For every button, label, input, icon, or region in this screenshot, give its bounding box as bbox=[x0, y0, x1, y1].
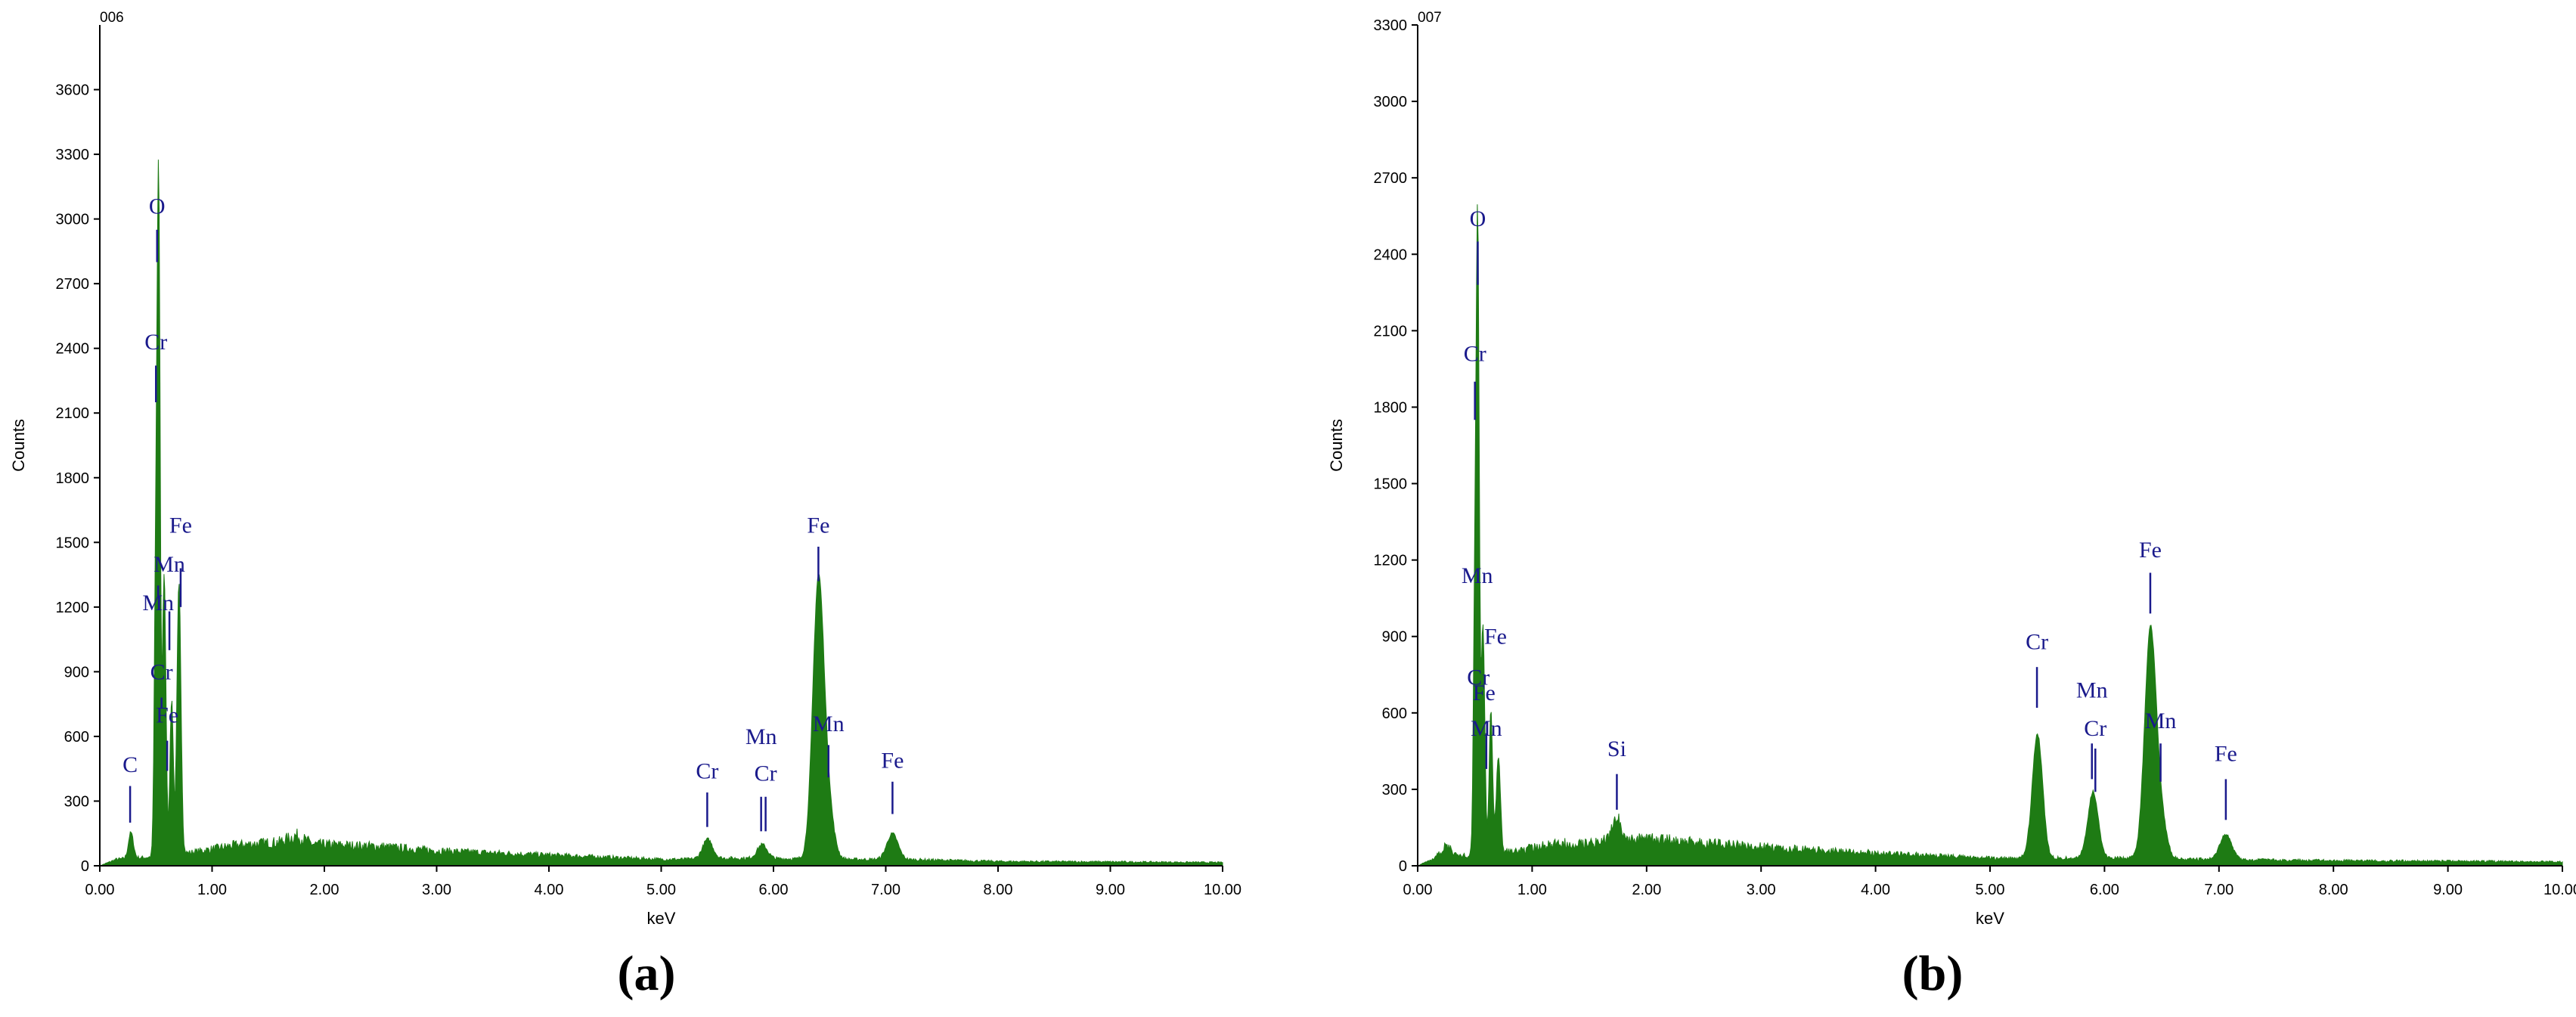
x-tick-label: 6.00 bbox=[2090, 882, 2119, 898]
peak-label: Fe bbox=[2215, 742, 2237, 767]
peak-label: Cr bbox=[696, 759, 718, 784]
x-tick-label: 7.00 bbox=[2204, 882, 2233, 898]
y-tick-label: 1800 bbox=[56, 470, 90, 487]
x-tick-label: 1.00 bbox=[1517, 882, 1547, 898]
panel-label-a: (a) bbox=[617, 946, 676, 1001]
peak-label: Cr bbox=[2084, 716, 2106, 741]
y-tick-label: 900 bbox=[64, 664, 89, 681]
peak-label: Si bbox=[1607, 736, 1626, 761]
y-tick-label: 2100 bbox=[1374, 323, 1408, 340]
x-tick-label: 3.00 bbox=[1747, 882, 1776, 898]
peak-label: Mn bbox=[1471, 716, 1502, 741]
peak-label: Fe bbox=[1484, 625, 1507, 650]
peak-label: Cr bbox=[150, 659, 173, 684]
x-tick-label: 5.00 bbox=[646, 882, 676, 898]
x-tick-label: 2.00 bbox=[310, 882, 339, 898]
spectrum-area bbox=[99, 160, 1223, 867]
peak-label: Mn bbox=[153, 552, 185, 577]
peak-label: Mn bbox=[142, 591, 174, 615]
spectrum-area bbox=[1417, 204, 2563, 867]
x-tick-label: 6.00 bbox=[759, 882, 789, 898]
y-tick-label: 300 bbox=[64, 793, 89, 810]
y-tick-label: 3300 bbox=[1374, 17, 1408, 34]
x-tick-label: 5.00 bbox=[1976, 882, 2005, 898]
peak-label: Fe bbox=[807, 513, 829, 538]
peak-label: O bbox=[149, 194, 166, 219]
peak-label: Cr bbox=[755, 761, 777, 786]
y-tick-label: 300 bbox=[1382, 782, 1407, 798]
peak-label: Fe bbox=[881, 748, 904, 773]
y-tick-label: 600 bbox=[64, 729, 89, 746]
x-axis-title: keV bbox=[1976, 909, 2004, 928]
x-axis-title: keV bbox=[647, 909, 676, 928]
spectrum-panel-b: 0 300 600 900 1200 1500 1800 2100 2400 2700 3000 33… bbox=[1288, 0, 2576, 1017]
peak-label: Cr bbox=[1467, 665, 1489, 690]
peak-label: Fe bbox=[156, 702, 178, 727]
x-tick-label: 8.00 bbox=[984, 882, 1013, 898]
peak-label: Fe bbox=[1473, 681, 1496, 705]
x-tick-label: 9.00 bbox=[1096, 882, 1125, 898]
y-tick-label: 900 bbox=[1382, 629, 1407, 646]
y-tick-label: 3600 bbox=[56, 82, 90, 99]
y-tick-label: 2700 bbox=[1374, 170, 1408, 187]
y-tick-label: 0 bbox=[81, 858, 89, 875]
x-tick-label: 4.00 bbox=[1861, 882, 1890, 898]
y-tick-label: 3000 bbox=[1374, 94, 1408, 110]
y-tick-label: 1200 bbox=[1374, 553, 1408, 569]
y-tick-label: 2400 bbox=[1374, 246, 1408, 263]
y-tick-label: 1500 bbox=[1374, 476, 1408, 493]
x-tick-label: 8.00 bbox=[2319, 882, 2348, 898]
peak-label: Cr bbox=[2026, 629, 2048, 654]
y-tick-label: 0 bbox=[1399, 858, 1407, 875]
y-tick-label: 1500 bbox=[56, 535, 90, 551]
x-tick-label: 7.00 bbox=[871, 882, 901, 898]
peak-label: C bbox=[122, 752, 138, 777]
peak-label: Fe bbox=[169, 513, 192, 538]
y-tick-label: 2700 bbox=[56, 276, 90, 293]
spectrum-chart-a: 0 300 600 900 1200 1500 1800 2100 2400 2700 3000 33… bbox=[9, 10, 1242, 928]
peak-label: O bbox=[1470, 206, 1486, 231]
y-tick-label: 3000 bbox=[56, 212, 90, 228]
y-tick-label: 1800 bbox=[1374, 399, 1408, 416]
peak-label: Mn bbox=[746, 724, 777, 749]
peak-label: Cr bbox=[1464, 342, 1486, 367]
y-tick-label: 2100 bbox=[56, 405, 90, 422]
peak-label: Mn bbox=[813, 712, 845, 736]
x-tick-label: 1.00 bbox=[197, 882, 227, 898]
peak-label: Mn bbox=[1462, 563, 1493, 588]
y-axis-title: Counts bbox=[9, 419, 28, 472]
x-tick-label: 3.00 bbox=[422, 882, 451, 898]
spectrum-id: 007 bbox=[1418, 10, 1442, 26]
x-tick-label: 9.00 bbox=[2433, 882, 2463, 898]
x-tick-label: 4.00 bbox=[535, 882, 564, 898]
y-tick-label: 1200 bbox=[56, 600, 90, 616]
peak-label: Mn bbox=[2145, 708, 2177, 733]
y-tick-label: 600 bbox=[1382, 705, 1407, 722]
peak-label: Mn bbox=[2076, 677, 2108, 702]
x-tick-label: 10.00 bbox=[1204, 882, 1242, 898]
x-tick-label: 2.00 bbox=[1632, 882, 1661, 898]
spectrum-id: 006 bbox=[100, 10, 124, 26]
y-tick-label: 2400 bbox=[56, 341, 90, 358]
peak-label: Fe bbox=[2139, 538, 2162, 563]
x-tick-label: 0.00 bbox=[1403, 882, 1433, 898]
spectrum-chart-b: 0 300 600 900 1200 1500 1800 2100 2400 2700 3000 33… bbox=[1327, 10, 2576, 928]
y-tick-label: 3300 bbox=[56, 147, 90, 163]
x-tick-label: 10.00 bbox=[2543, 882, 2576, 898]
panel-label-b: (b) bbox=[1902, 946, 1964, 1001]
peak-label: Cr bbox=[144, 330, 167, 355]
y-axis-title: Counts bbox=[1327, 419, 1346, 472]
spectrum-panel-a: 0 300 600 900 1200 1500 1800 2100 2400 2700 3000 33… bbox=[9, 10, 1242, 1001]
x-tick-label: 0.00 bbox=[85, 882, 115, 898]
